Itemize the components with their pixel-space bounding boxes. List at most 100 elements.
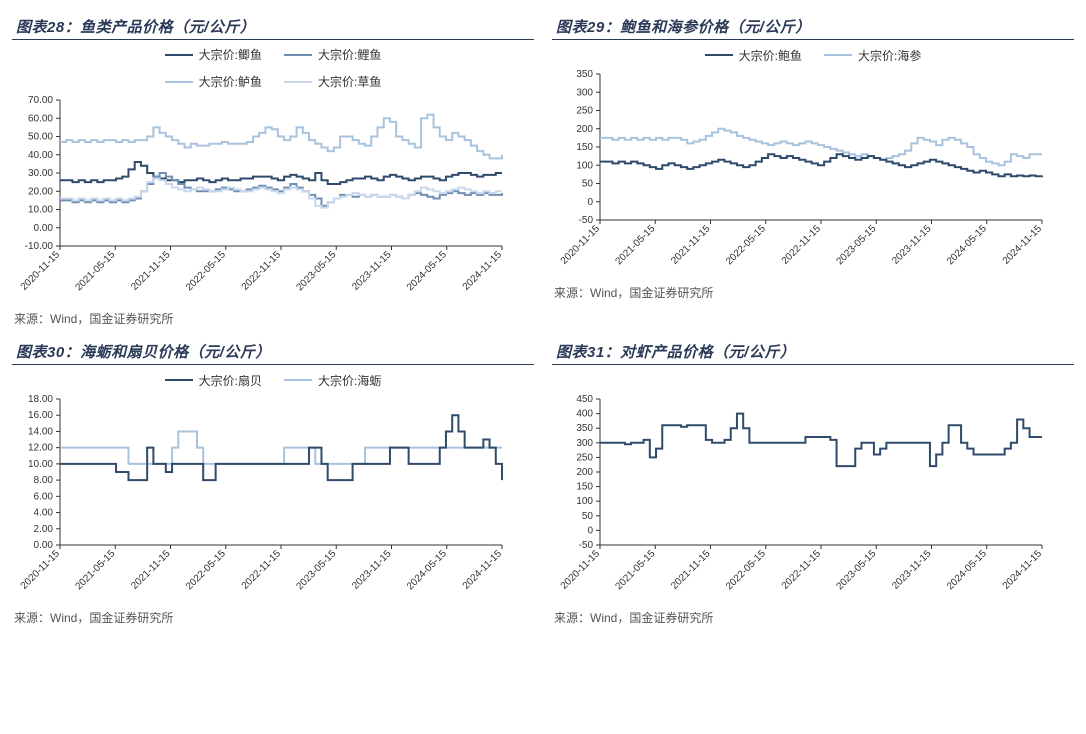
y-tick-label: 20.00 bbox=[28, 186, 53, 197]
x-tick-label: 2020-11-15 bbox=[19, 548, 63, 592]
legend-item: 大宗价:鲈鱼 bbox=[165, 73, 262, 90]
legend-label: 大宗价:扇贝 bbox=[199, 372, 262, 389]
legend: 大宗价:鲍鱼 大宗价:海参 bbox=[552, 46, 1074, 64]
series-line bbox=[60, 162, 502, 184]
panel-c29: 图表29：鲍鱼和海参价格（元/公斤）大宗价:鲍鱼大宗价:海参-500501001… bbox=[552, 12, 1074, 327]
chart-wrap: -500501001502002503003502020-11-152021-0… bbox=[552, 68, 1074, 278]
source-note: 来源：Wind，国金证券研究所 bbox=[12, 310, 534, 327]
series-line bbox=[600, 414, 1042, 467]
legend-swatch bbox=[705, 54, 733, 56]
y-tick-label: 400 bbox=[576, 409, 593, 420]
y-tick-label: 12.00 bbox=[28, 443, 53, 454]
x-tick-label: 2024-11-15 bbox=[461, 249, 505, 293]
y-tick-label: 250 bbox=[576, 106, 593, 117]
x-tick-label: 2023-11-15 bbox=[350, 249, 394, 293]
chart-title: 图表28：鱼类产品价格（元/公斤） bbox=[12, 12, 534, 40]
x-tick-label: 2022-11-15 bbox=[780, 548, 824, 592]
x-tick-label: 2024-11-15 bbox=[461, 548, 505, 592]
y-tick-label: 450 bbox=[576, 394, 593, 405]
legend-swatch bbox=[284, 379, 312, 381]
x-tick-label: 2022-05-15 bbox=[724, 223, 768, 267]
y-tick-label: 300 bbox=[576, 438, 593, 449]
legend-row: 大宗价:鲍鱼 大宗价:海参 bbox=[552, 46, 1074, 64]
series-line bbox=[60, 431, 502, 463]
legend-swatch bbox=[165, 54, 193, 56]
y-tick-label: 0 bbox=[587, 197, 593, 208]
legend-label: 大宗价:海蛎 bbox=[318, 372, 381, 389]
x-tick-label: 2020-11-15 bbox=[19, 249, 63, 293]
series-line bbox=[60, 115, 502, 159]
x-tick-label: 2023-05-15 bbox=[834, 548, 878, 592]
chart-wrap: -10.000.0010.0020.0030.0040.0050.0060.00… bbox=[12, 94, 534, 304]
chart-wrap: 0.002.004.006.008.0010.0012.0014.0016.00… bbox=[12, 393, 534, 603]
y-tick-label: 4.00 bbox=[34, 508, 54, 519]
x-tick-label: 2023-05-15 bbox=[834, 223, 878, 267]
source-note: 来源：Wind，国金证券研究所 bbox=[552, 284, 1074, 301]
series-line bbox=[600, 129, 1042, 166]
x-tick-label: 2023-11-15 bbox=[890, 223, 934, 267]
chart-title: 图表29：鲍鱼和海参价格（元/公斤） bbox=[552, 12, 1074, 40]
legend: 大宗价:鲫鱼 大宗价:鲤鱼大宗价:鲈鱼 大宗价:草鱼 bbox=[12, 46, 534, 90]
x-tick-label: 2020-11-15 bbox=[559, 223, 603, 267]
chart-title: 图表30：海蛎和扇贝价格（元/公斤） bbox=[12, 337, 534, 365]
y-tick-label: 6.00 bbox=[34, 491, 54, 502]
y-tick-label: 250 bbox=[576, 452, 593, 463]
y-tick-label: 50 bbox=[582, 511, 594, 522]
x-tick-label: 2021-11-15 bbox=[669, 223, 713, 267]
legend-row: 大宗价:扇贝 大宗价:海蛎 bbox=[12, 371, 534, 389]
legend-item: 大宗价:鲍鱼 bbox=[705, 46, 802, 64]
x-tick-label: 2023-05-15 bbox=[294, 249, 338, 293]
x-tick-label: 2020-11-15 bbox=[559, 548, 603, 592]
legend-item: 大宗价:鲫鱼 bbox=[165, 46, 262, 63]
y-tick-label: 70.00 bbox=[28, 95, 53, 106]
x-tick-label: 2022-05-15 bbox=[724, 548, 768, 592]
legend bbox=[552, 371, 1074, 389]
x-tick-label: 2024-05-15 bbox=[405, 548, 449, 592]
y-tick-label: 150 bbox=[576, 482, 593, 493]
y-tick-label: 30.00 bbox=[28, 168, 53, 179]
y-tick-label: 350 bbox=[576, 69, 593, 80]
x-tick-label: 2024-05-15 bbox=[405, 249, 449, 293]
y-tick-label: 2.00 bbox=[34, 524, 54, 535]
x-tick-label: 2021-05-15 bbox=[613, 548, 657, 592]
y-tick-label: 150 bbox=[576, 142, 593, 153]
chart-c28: -10.000.0010.0020.0030.0040.0050.0060.00… bbox=[12, 94, 512, 304]
legend-label: 大宗价:鲍鱼 bbox=[739, 47, 802, 64]
y-tick-label: 0.00 bbox=[34, 223, 54, 234]
x-tick-label: 2021-05-15 bbox=[73, 249, 117, 293]
x-tick-label: 2021-11-15 bbox=[669, 548, 713, 592]
legend-label: 大宗价:鲫鱼 bbox=[199, 46, 262, 63]
x-tick-label: 2024-11-15 bbox=[1001, 223, 1045, 267]
x-tick-label: 2021-11-15 bbox=[129, 548, 173, 592]
y-tick-label: 14.00 bbox=[28, 426, 53, 437]
legend-label: 大宗价:鲈鱼 bbox=[199, 73, 262, 90]
series-line bbox=[600, 154, 1042, 176]
chart-c30: 0.002.004.006.008.0010.0012.0014.0016.00… bbox=[12, 393, 512, 603]
legend-label: 大宗价:草鱼 bbox=[318, 73, 381, 90]
y-tick-label: 0.00 bbox=[34, 540, 54, 551]
legend-label: 大宗价:海参 bbox=[858, 47, 921, 64]
chart-grid: 图表28：鱼类产品价格（元/公斤） 大宗价:鲫鱼 大宗价:鲤鱼大宗价:鲈鱼 大宗价:草… bbox=[12, 12, 1074, 626]
x-tick-label: 2023-11-15 bbox=[890, 548, 934, 592]
legend-swatch bbox=[284, 54, 312, 56]
chart-c31: -500501001502002503003504004502020-11-15… bbox=[552, 393, 1052, 603]
y-tick-label: -50 bbox=[579, 540, 594, 551]
legend: 大宗价:扇贝 大宗价:海蛎 bbox=[12, 371, 534, 389]
x-tick-label: 2021-11-15 bbox=[129, 249, 173, 293]
x-tick-label: 2022-05-15 bbox=[184, 548, 228, 592]
legend-label: 大宗价:鲤鱼 bbox=[318, 46, 381, 63]
x-tick-label: 2022-11-15 bbox=[780, 223, 824, 267]
y-tick-label: -50 bbox=[579, 215, 594, 226]
x-tick-label: 2024-05-15 bbox=[945, 223, 989, 267]
legend-item: 大宗价:扇贝 bbox=[165, 371, 262, 389]
x-tick-label: 2023-11-15 bbox=[350, 548, 394, 592]
y-tick-label: 350 bbox=[576, 423, 593, 434]
legend-swatch bbox=[284, 81, 312, 83]
panel-c31: 图表31：对虾产品价格（元/公斤）-5005010015020025030035… bbox=[552, 337, 1074, 626]
y-tick-label: 100 bbox=[576, 496, 593, 507]
y-tick-label: 18.00 bbox=[28, 394, 53, 405]
x-tick-label: 2021-05-15 bbox=[613, 223, 657, 267]
y-tick-label: 40.00 bbox=[28, 150, 53, 161]
x-tick-label: 2023-05-15 bbox=[294, 548, 338, 592]
legend-row: 大宗价:鲈鱼 大宗价:草鱼 bbox=[12, 73, 534, 90]
